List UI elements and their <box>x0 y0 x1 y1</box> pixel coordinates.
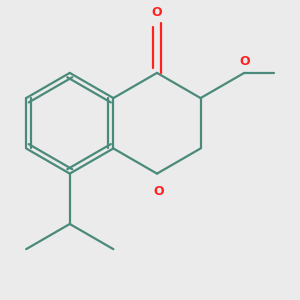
Text: O: O <box>152 6 162 19</box>
Text: O: O <box>239 55 250 68</box>
Text: O: O <box>154 184 164 198</box>
